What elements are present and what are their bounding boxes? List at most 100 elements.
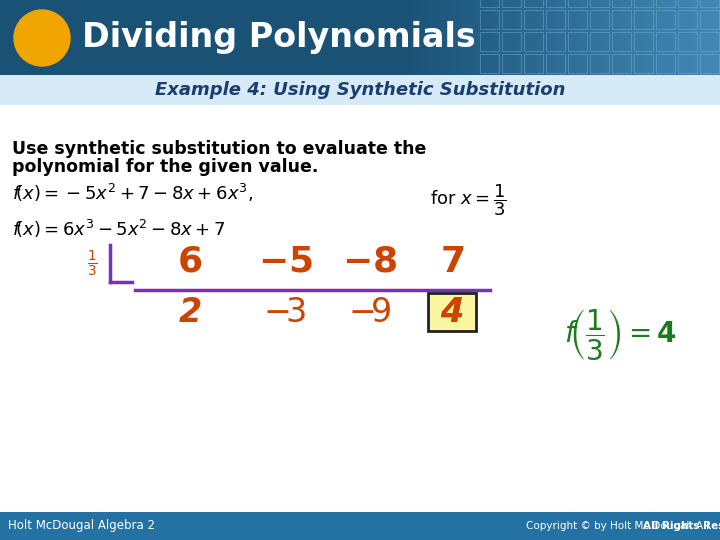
Bar [590,32,609,51]
Bar [618,0,619,75]
Bar [449,0,451,75]
Bar [590,0,609,7]
Bar [611,0,613,75]
Bar [415,0,416,75]
Bar [656,10,675,29]
Bar [656,0,675,7]
Bar [568,10,587,29]
Bar [480,10,499,29]
Text: Dividing Polynomials: Dividing Polynomials [82,21,476,54]
Bar [464,0,466,75]
Bar [403,0,405,75]
Bar [700,10,719,29]
Bar [704,0,706,75]
Bar [631,0,632,75]
Bar [662,0,664,75]
Bar [616,0,618,75]
Bar [518,0,520,75]
Bar [706,0,707,75]
Bar [636,0,639,75]
Bar [546,32,565,51]
Bar [613,0,614,75]
Bar [485,0,487,75]
Bar [524,32,543,51]
Bar [629,0,631,75]
Bar [694,0,696,75]
Bar [454,0,456,75]
Bar [510,0,512,75]
Bar [678,0,680,75]
Bar [590,54,609,73]
Bar [480,32,499,51]
Bar [719,0,720,75]
Bar [474,0,475,75]
Bar [642,0,643,75]
Bar [661,0,662,75]
Bar [475,0,477,75]
Bar [715,0,717,75]
Bar [480,0,482,75]
Bar [677,0,678,75]
Bar [573,0,575,75]
Bar [502,54,521,73]
Text: $\mathbf{-5}$: $\mathbf{-5}$ [258,245,312,279]
Bar [634,0,635,75]
Text: polynomial for the given value.: polynomial for the given value. [12,158,318,176]
Bar [678,32,697,51]
Bar [405,0,406,75]
Bar [478,0,480,75]
Bar [708,0,711,75]
Bar [660,0,661,75]
Bar [528,0,530,75]
Bar [568,0,587,7]
Bar [693,0,694,75]
Bar [423,0,424,75]
Bar [472,0,474,75]
Bar [459,0,461,75]
Bar [717,0,719,75]
Bar [703,0,704,75]
Bar [432,0,433,75]
Bar [712,0,714,75]
Bar [440,0,441,75]
Bar [590,0,592,75]
Bar [0,75,720,105]
Text: $\mathbf{7}$: $\mathbf{7}$ [440,245,464,279]
Bar [544,0,546,75]
Bar [635,0,636,75]
Bar [664,0,665,75]
Bar [419,0,420,75]
Bar [480,0,499,7]
Bar [477,0,478,75]
Bar [624,0,626,75]
Bar [470,0,472,75]
Text: Holt McDougal Algebra 2: Holt McDougal Algebra 2 [8,519,155,532]
Bar [517,0,518,75]
Bar [603,0,605,75]
Bar [438,0,440,75]
Bar [627,0,629,75]
Bar [622,0,624,75]
Bar [634,0,653,7]
Text: $-\!\mathit{9}$: $-\!\mathit{9}$ [348,295,392,328]
Bar [512,0,513,75]
Bar [690,0,691,75]
Bar [634,32,653,51]
Bar [557,0,559,75]
Bar [410,0,411,75]
Text: Example 4: Using Synthetic Substitution: Example 4: Using Synthetic Substitution [155,81,565,99]
Bar [496,0,498,75]
Bar [688,0,690,75]
Bar [612,54,631,73]
Bar [634,54,653,73]
Bar [621,0,622,75]
Bar [585,0,588,75]
Bar [632,0,634,75]
Bar [678,10,697,29]
Bar [542,0,544,75]
Bar [483,0,485,75]
Bar [437,0,438,75]
Bar [612,32,631,51]
Bar [429,0,431,75]
Text: $\mathbf{6}$: $\mathbf{6}$ [177,245,202,279]
